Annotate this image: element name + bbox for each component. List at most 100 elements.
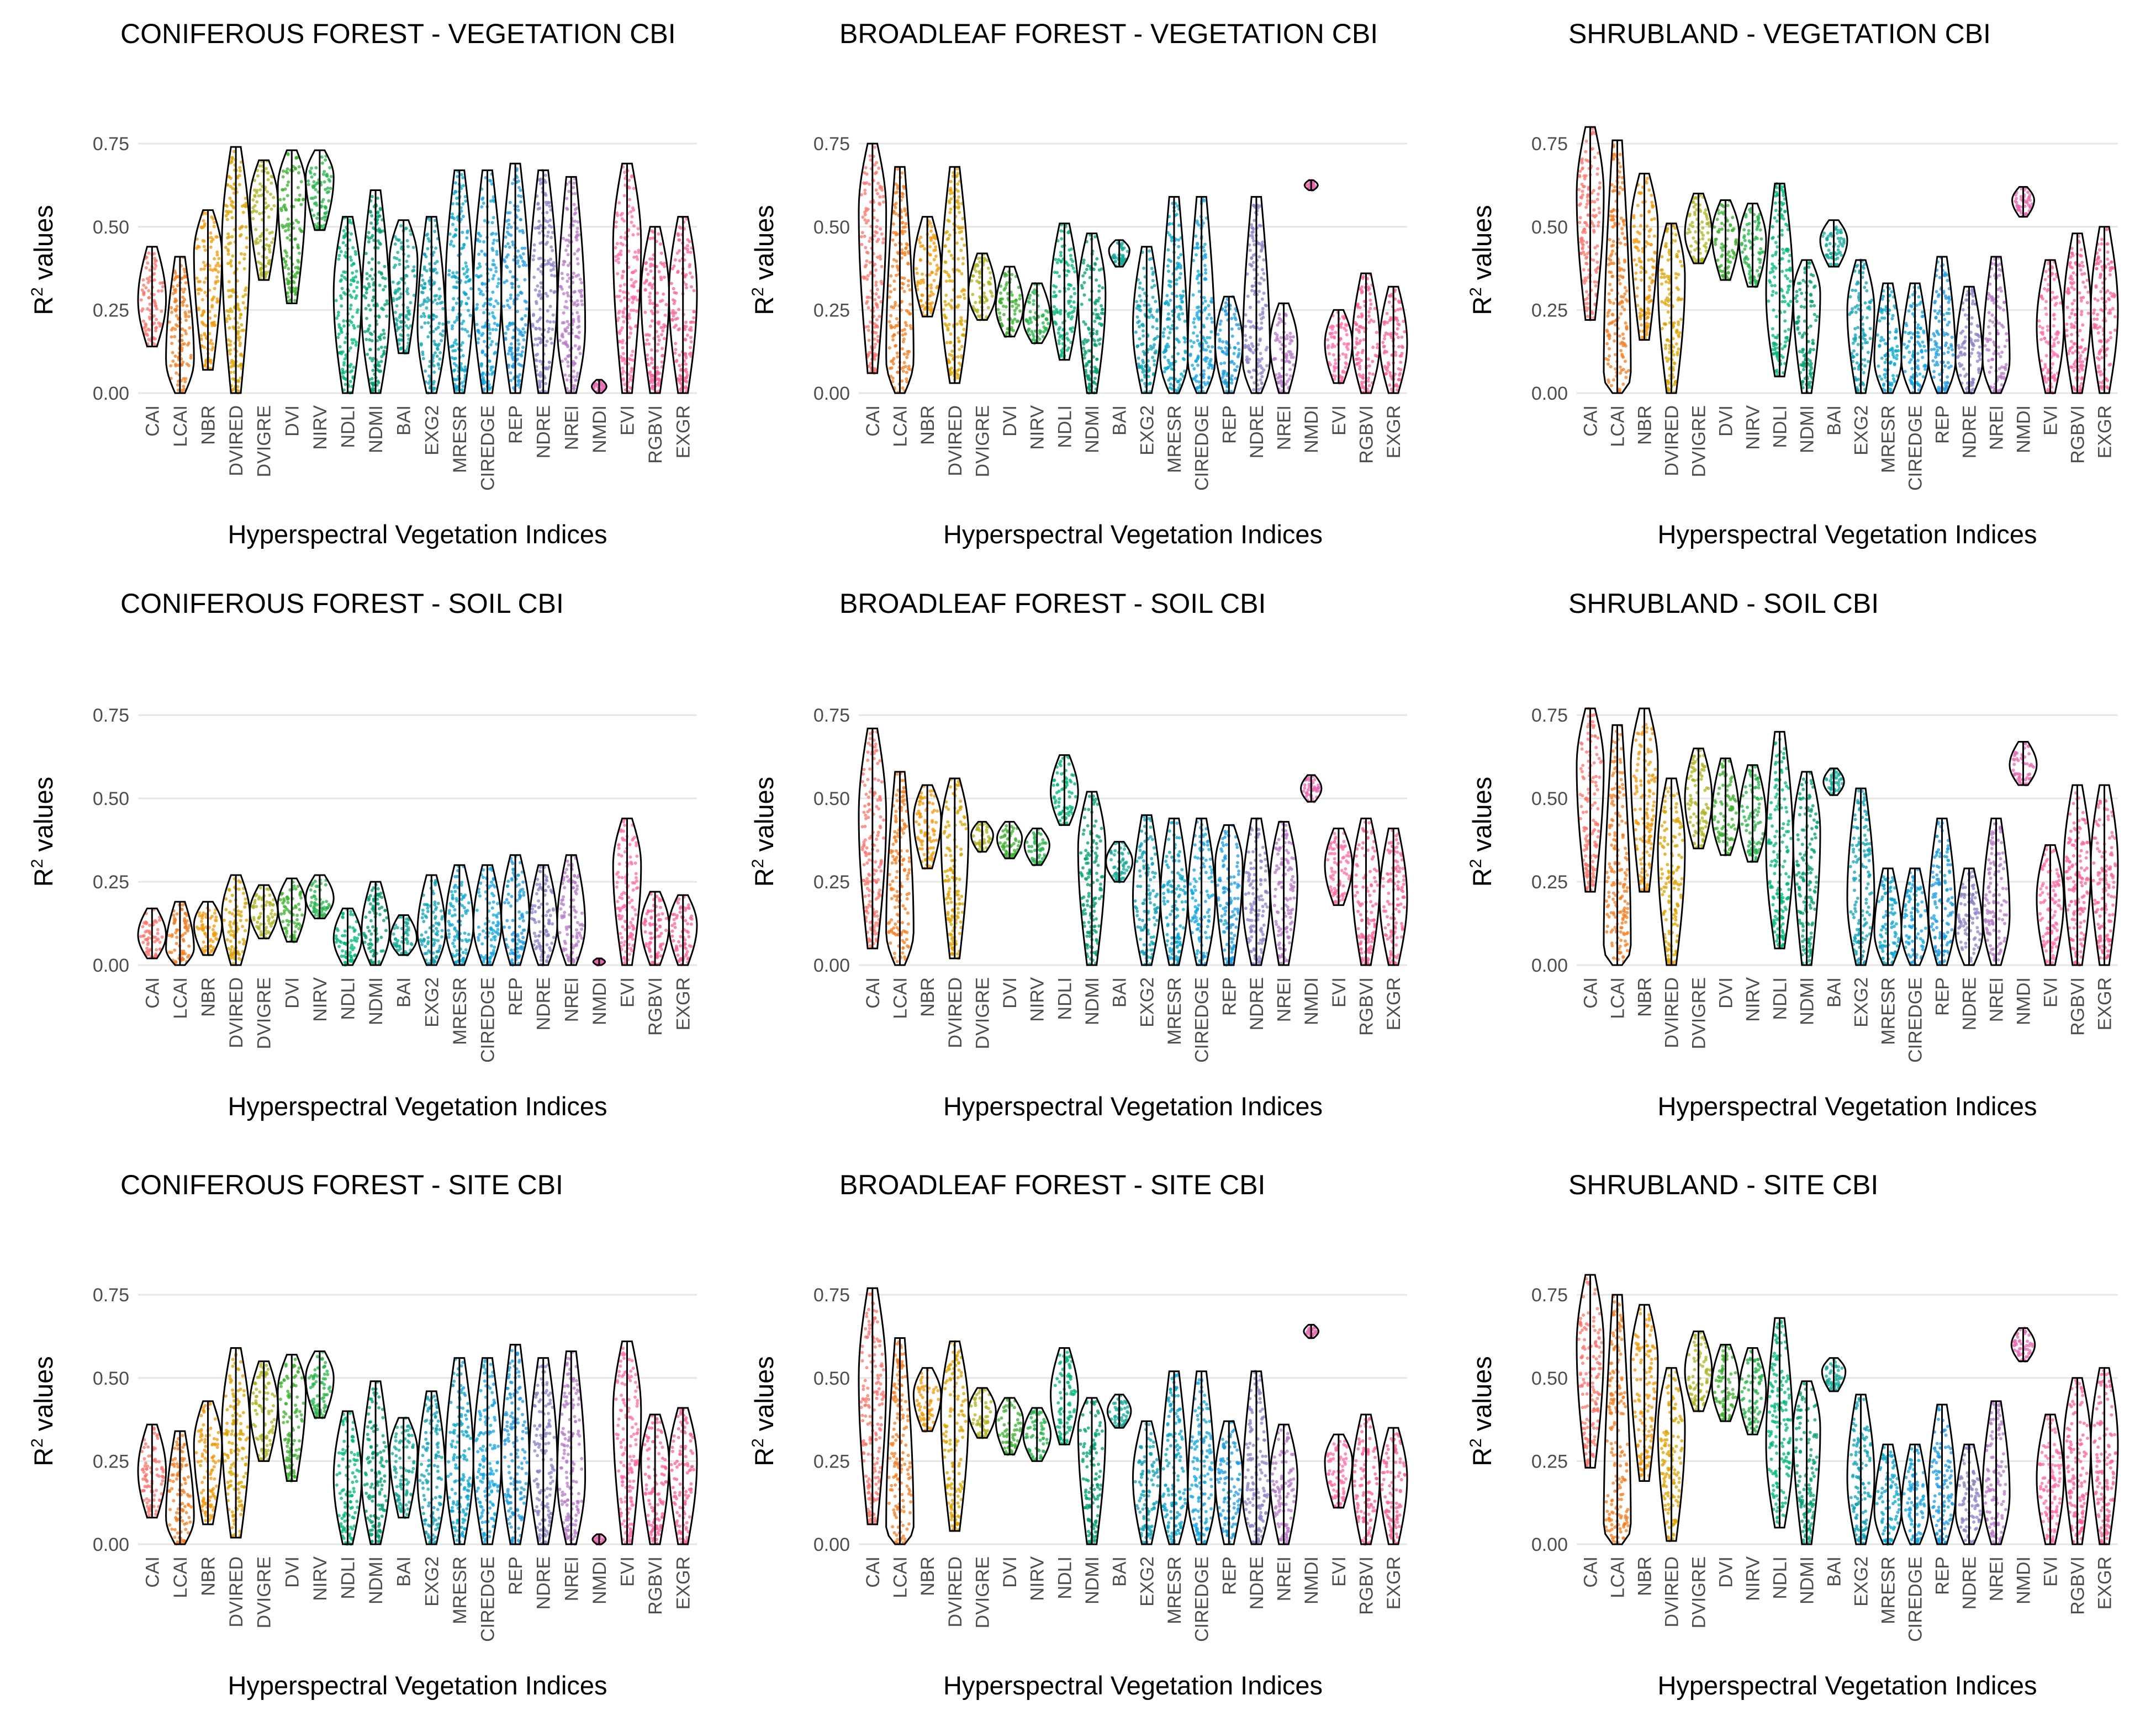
jitter-point <box>297 220 300 224</box>
jitter-point <box>692 289 696 293</box>
jitter-point <box>1018 294 1022 298</box>
jitter-point <box>662 323 666 327</box>
jitter-point <box>451 271 455 275</box>
jitter-point <box>354 343 358 347</box>
jitter-point <box>340 278 343 282</box>
jitter-point <box>311 197 315 200</box>
jitter-point <box>947 199 951 203</box>
jitter-point <box>505 230 509 234</box>
jitter-point <box>538 327 542 331</box>
jitter-point <box>245 246 249 249</box>
jitter-point <box>864 301 868 305</box>
jitter-point <box>237 338 241 342</box>
jitter-point <box>492 216 495 220</box>
jitter-point <box>449 242 452 246</box>
jitter-point <box>567 263 570 267</box>
jitter-point <box>376 197 379 200</box>
jitter-point <box>1042 330 1046 333</box>
jitter-point <box>231 156 234 160</box>
jitter-point <box>396 251 400 255</box>
jitter-point <box>521 327 525 331</box>
jitter-point <box>1147 315 1151 319</box>
jitter-point <box>574 356 578 359</box>
jitter-point <box>474 308 478 311</box>
jitter-point <box>239 363 242 367</box>
jitter-point <box>202 267 206 271</box>
jitter-point <box>371 383 375 387</box>
jitter-point <box>1168 331 1172 335</box>
jitter-point <box>364 307 368 310</box>
jitter-point <box>1087 326 1091 330</box>
jitter-point <box>1388 371 1392 374</box>
x-tick-label: CAI <box>863 405 884 437</box>
jitter-point <box>621 290 625 294</box>
jitter-point <box>576 262 580 266</box>
jitter-point <box>546 259 550 263</box>
jitter-point <box>971 293 975 296</box>
jitter-point <box>307 179 310 183</box>
jitter-point <box>307 183 310 187</box>
jitter-point <box>356 280 360 284</box>
jitter-point <box>371 277 374 281</box>
jitter-point <box>873 357 877 361</box>
jitter-point <box>1234 317 1238 321</box>
jitter-point <box>255 237 259 241</box>
jitter-point <box>902 289 906 293</box>
jitter-point <box>371 234 374 237</box>
jitter-point <box>195 237 199 241</box>
jitter-point <box>227 235 231 239</box>
x-tick-label: EXGR <box>673 405 694 458</box>
jitter-point <box>385 302 389 306</box>
jitter-point <box>321 172 325 176</box>
jitter-point <box>478 292 482 295</box>
jitter-point <box>456 174 459 178</box>
jitter-point <box>154 259 158 263</box>
jitter-point <box>255 200 259 204</box>
jitter-point <box>496 282 500 285</box>
jitter-point <box>159 322 163 326</box>
jitter-point <box>1252 388 1256 391</box>
jitter-point <box>511 243 515 247</box>
jitter-point <box>627 178 631 182</box>
jitter-point <box>1121 253 1125 257</box>
y-tick-label: 0.25 <box>813 300 850 321</box>
x-tick-label: NIRV <box>1027 405 1048 450</box>
jitter-point <box>348 307 352 311</box>
jitter-point <box>574 274 578 278</box>
jitter-point <box>293 299 297 303</box>
jitter-point <box>1087 349 1091 353</box>
jitter-point <box>894 301 897 304</box>
jitter-point <box>982 295 986 299</box>
jitter-point <box>202 219 205 223</box>
jitter-point <box>1353 346 1357 349</box>
jitter-point <box>509 234 513 237</box>
jitter-point <box>1147 368 1151 372</box>
jitter-point <box>1343 326 1346 330</box>
jitter-point <box>656 321 660 325</box>
jitter-point <box>874 268 878 272</box>
jitter-point <box>1360 315 1364 319</box>
x-tick-label: RGBVI <box>645 405 666 464</box>
jitter-point <box>865 181 869 185</box>
jitter-point <box>1163 366 1167 370</box>
jitter-point <box>154 329 157 333</box>
jitter-point <box>483 282 487 286</box>
jitter-point <box>411 246 415 250</box>
jitter-point <box>1327 344 1330 348</box>
jitter-point <box>495 285 499 288</box>
jitter-point <box>475 303 479 306</box>
jitter-point <box>684 273 688 277</box>
jitter-point <box>539 338 543 342</box>
jitter-point <box>328 166 332 169</box>
jitter-point <box>270 241 274 245</box>
jitter-point <box>170 342 174 345</box>
jitter-point <box>1192 331 1196 335</box>
jitter-point <box>296 258 300 262</box>
jitter-point <box>1190 345 1194 348</box>
jitter-point <box>203 264 207 268</box>
jitter-point <box>175 299 178 303</box>
jitter-point <box>351 341 355 345</box>
jitter-point <box>1367 364 1371 368</box>
jitter-point <box>1069 305 1073 309</box>
jitter-point <box>628 198 632 202</box>
